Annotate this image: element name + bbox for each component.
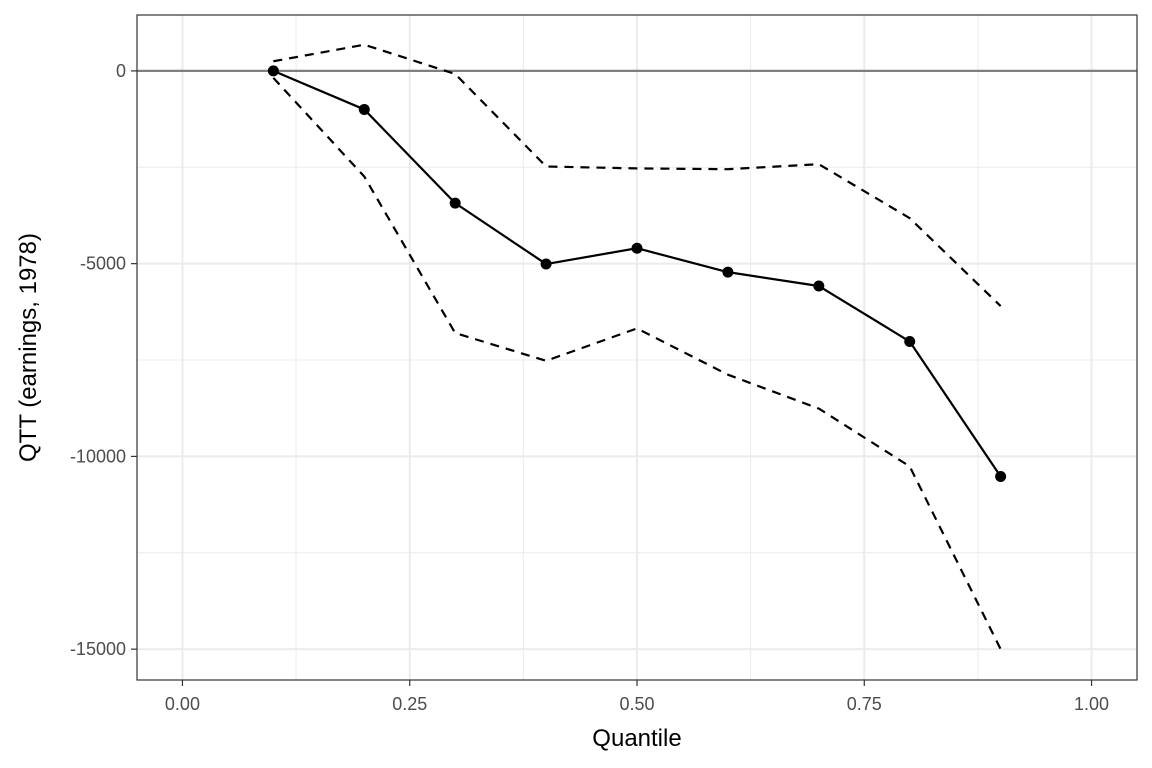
y-tick-label: 0 [116, 61, 126, 81]
y-axis-title: QTT (earnings, 1978) [15, 233, 42, 462]
x-tick-label: 1.00 [1074, 694, 1109, 714]
estimate-point [267, 65, 279, 77]
x-axis-ticks: 0.00 0.25 0.50 0.75 1.00 [165, 680, 1109, 714]
estimate-point [995, 470, 1007, 482]
y-tick-label: -10000 [70, 446, 126, 466]
estimate-point [722, 266, 734, 278]
x-tick-label: 0.00 [165, 694, 200, 714]
estimate-point [904, 336, 916, 348]
estimate-point [631, 242, 643, 254]
x-tick-label: 0.25 [392, 694, 427, 714]
estimate-point [449, 197, 461, 209]
x-axis-title: Quantile [592, 725, 681, 752]
estimate-point [813, 280, 825, 292]
y-tick-label: -5000 [80, 254, 126, 274]
estimate-point [358, 103, 370, 115]
lower-bound-line [272, 77, 1002, 650]
upper-bound-line [273, 43, 1002, 307]
y-axis-ticks: 0 -5000 -10000 -15000 [70, 61, 137, 659]
y-tick-label: -15000 [70, 639, 126, 659]
x-tick-label: 0.50 [619, 694, 654, 714]
x-tick-label: 0.75 [847, 694, 882, 714]
series-layer [267, 43, 1007, 650]
estimate-point [540, 258, 552, 270]
